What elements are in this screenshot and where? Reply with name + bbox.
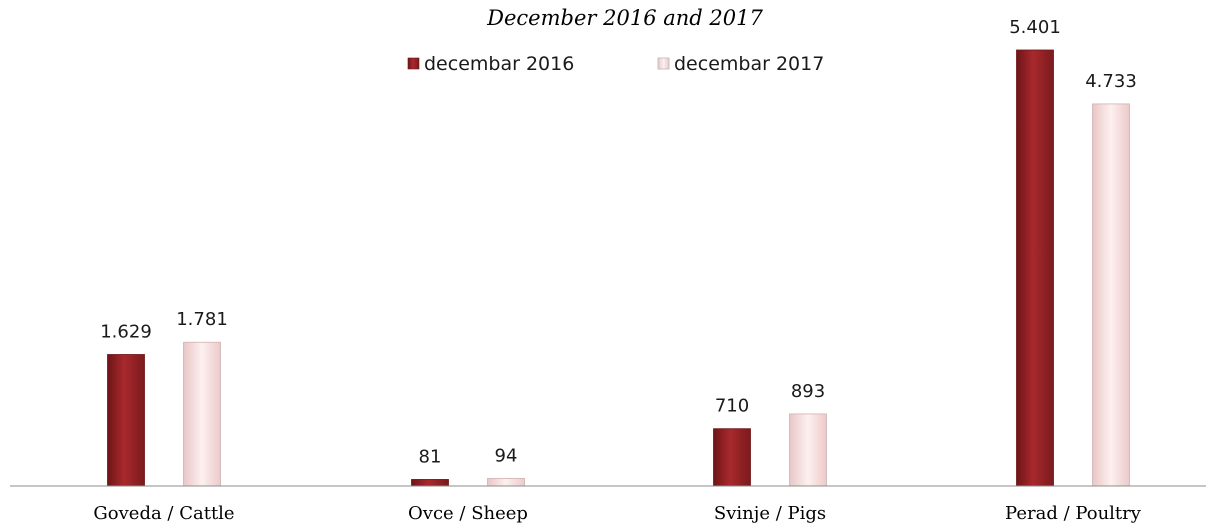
legend-label-2017: decembar 2017 xyxy=(674,53,824,75)
data-label: 893 xyxy=(791,381,825,402)
x-tick-label: Perad / Poultry xyxy=(1005,503,1142,524)
legend-swatch-2017 xyxy=(657,57,670,70)
legend-swatch-2016 xyxy=(407,57,420,70)
legend: decembar 2016 decembar 2017 xyxy=(407,53,824,75)
x-tick-label: Goveda / Cattle xyxy=(93,503,234,524)
bar-2017-3 xyxy=(1092,103,1130,487)
data-label: 5.401 xyxy=(1009,17,1061,38)
data-label: 1.629 xyxy=(100,321,152,342)
bar-2017-0 xyxy=(183,341,221,487)
bar-2017-2 xyxy=(789,413,827,487)
legend-item: decembar 2017 xyxy=(657,53,824,75)
data-label: 81 xyxy=(419,446,442,467)
bar-2016-1 xyxy=(411,479,449,487)
legend-item: decembar 2016 xyxy=(407,53,574,75)
x-tick-label: Svinje / Pigs xyxy=(714,503,826,524)
data-labels-group: 1.629 1.781 81 94 710 893 5.401 4.733 xyxy=(100,17,1137,467)
bars-group xyxy=(107,49,1130,487)
category-labels-group: Goveda / Cattle Ovce / Sheep Svinje / Pigs… xyxy=(93,503,1141,524)
data-label: 710 xyxy=(715,396,749,417)
bar-2017-1 xyxy=(487,478,525,487)
bar-2016-2 xyxy=(713,428,751,487)
bar-2016-3 xyxy=(1016,49,1054,487)
data-label: 94 xyxy=(495,445,518,466)
x-tick-label: Ovce / Sheep xyxy=(408,503,528,524)
chart-subtitle: December 2016 and 2017 xyxy=(486,6,763,30)
data-label: 4.733 xyxy=(1085,71,1137,92)
bar-2016-0 xyxy=(107,354,145,487)
data-label: 1.781 xyxy=(176,309,228,330)
legend-label-2016: decembar 2016 xyxy=(424,53,574,75)
